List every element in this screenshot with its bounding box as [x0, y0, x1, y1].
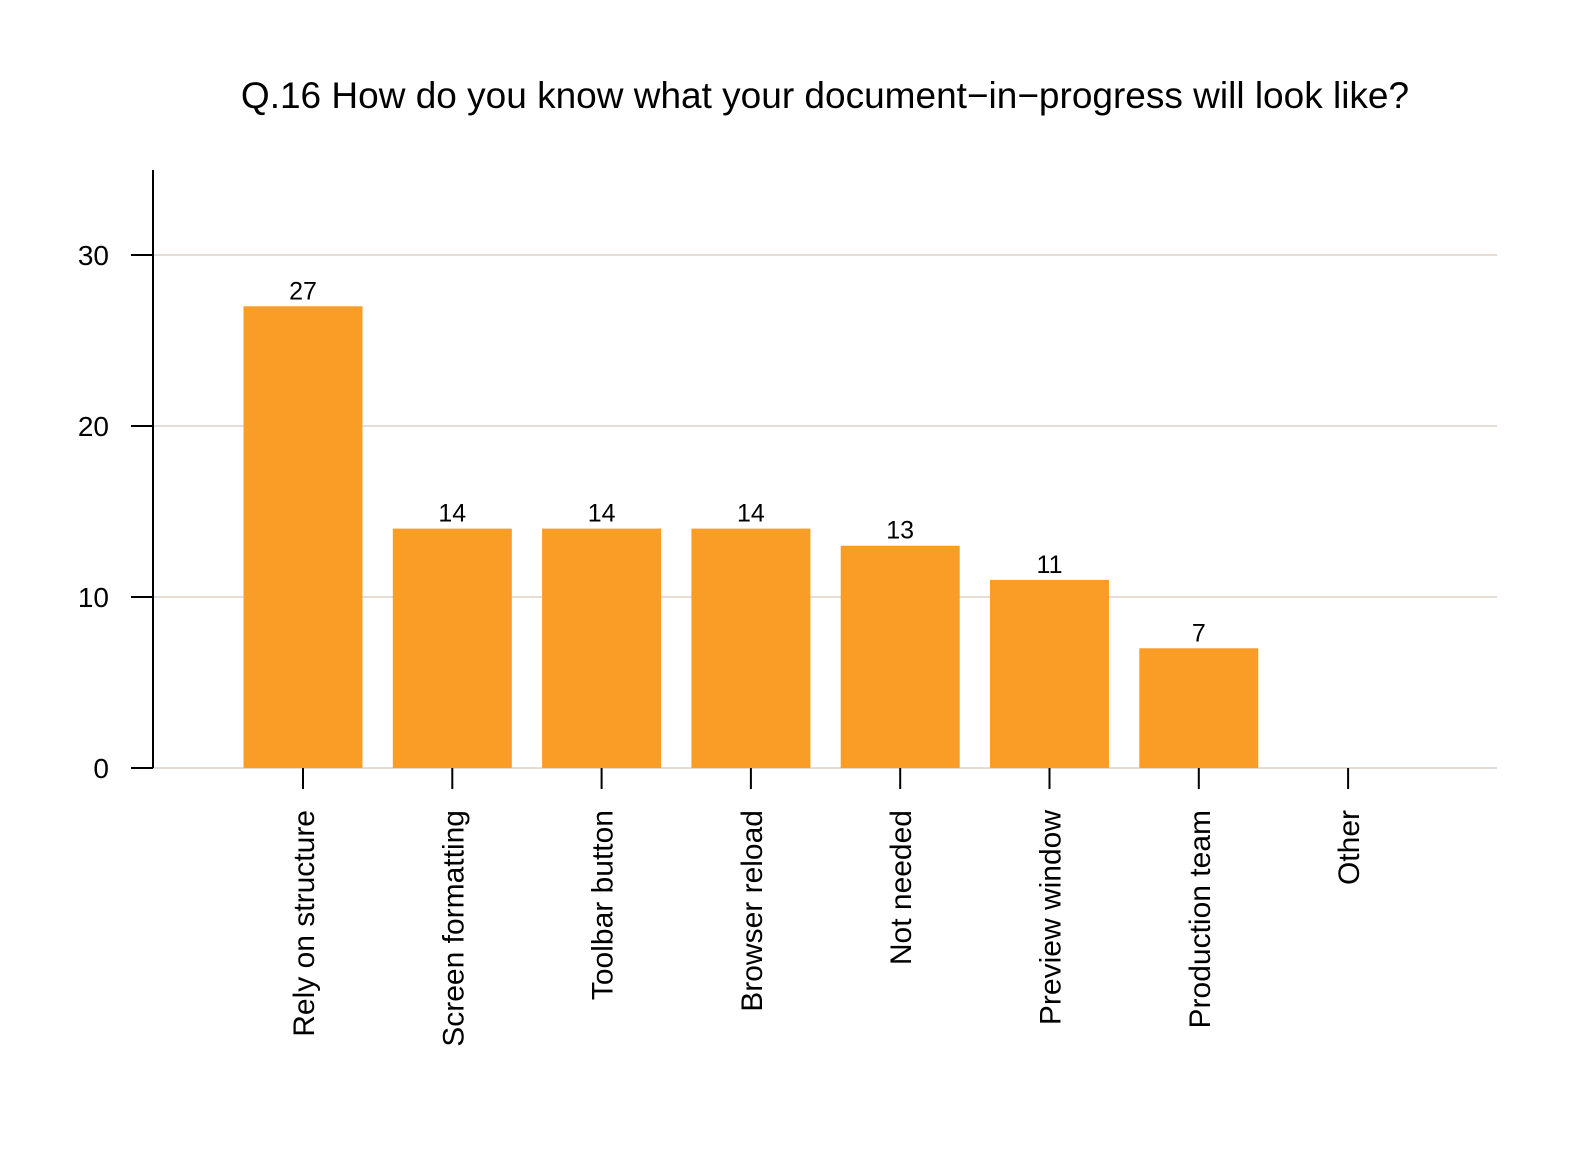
axes	[131, 170, 1350, 789]
bar	[1139, 648, 1259, 768]
y-tick-label: 10	[78, 582, 109, 613]
chart-title: Q.16 How do you know what your document−…	[240, 75, 1410, 116]
bars	[243, 306, 1259, 768]
data-label: 27	[289, 277, 317, 305]
y-tick-label: 30	[78, 240, 109, 271]
bar	[840, 545, 960, 768]
x-tick-label: Not needed	[885, 810, 918, 965]
data-label: 11	[1037, 551, 1063, 579]
x-tick-label: Other	[1333, 810, 1366, 885]
x-tick-label: Rely on structure	[288, 810, 321, 1037]
x-tick-label: Toolbar button	[587, 810, 620, 1000]
y-tick-label: 20	[78, 411, 109, 442]
data-label: 14	[737, 500, 765, 528]
bar	[990, 579, 1109, 768]
labels: 0 10 20 30 Rely on structure 27 Screen formatt…	[78, 240, 1366, 1047]
data-label: 14	[438, 500, 466, 528]
data-label: 14	[588, 500, 616, 528]
x-tick-label: Browser reload	[736, 810, 769, 1012]
x-tick-label: Preview window	[1035, 810, 1068, 1025]
data-label: 13	[886, 517, 914, 545]
bar	[392, 528, 512, 768]
y-tick-label: 0	[93, 753, 109, 784]
bar	[542, 528, 662, 768]
bar	[243, 306, 363, 768]
x-tick-label: Screen formatting	[437, 810, 470, 1047]
data-label: 7	[1192, 619, 1206, 647]
gridlines	[153, 254, 1497, 769]
bar	[691, 528, 811, 768]
x-tick-label: Production team	[1184, 810, 1217, 1028]
